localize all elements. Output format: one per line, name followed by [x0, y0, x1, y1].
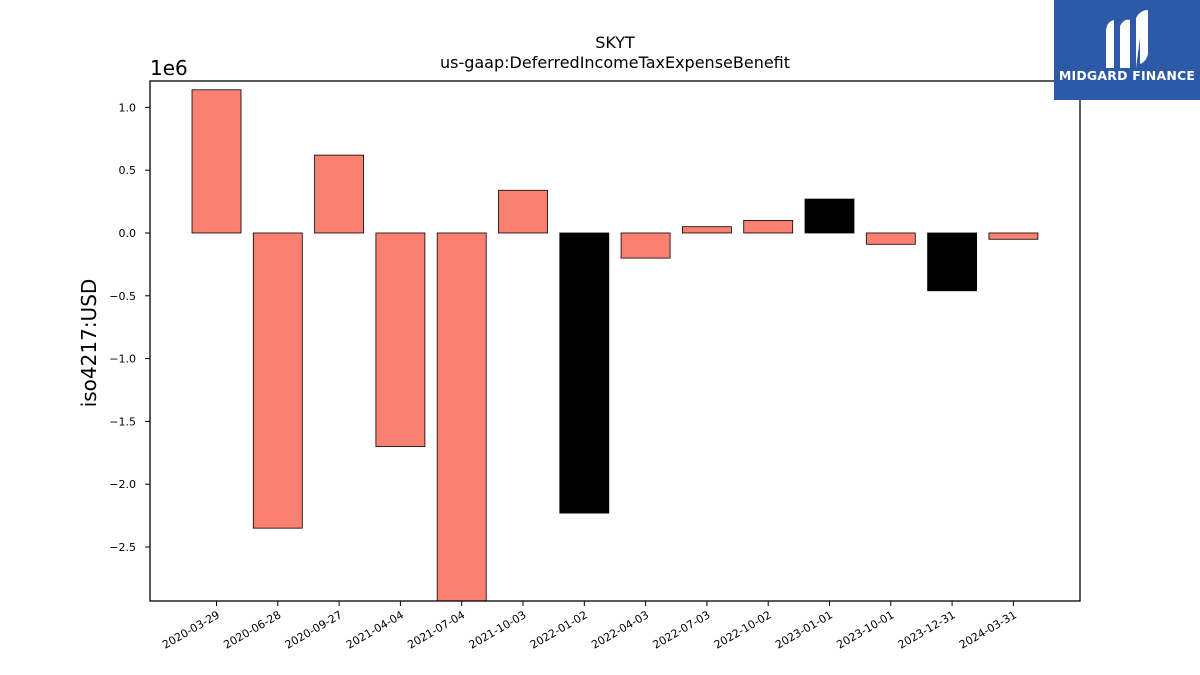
x-tick-label: 2023-01-01 — [773, 608, 835, 651]
bar — [252, 232, 303, 529]
bar — [314, 154, 365, 234]
y-tick-label: −2.5 — [109, 541, 136, 554]
bar — [804, 198, 855, 234]
bar — [743, 220, 794, 234]
chart-subtitle: us-gaap:DeferredIncomeTaxExpenseBenefit — [440, 53, 790, 72]
brand-logo: MIDGARD FINANCE — [1054, 0, 1200, 100]
bar — [559, 232, 610, 514]
x-tick-label: 2021-07-04 — [405, 608, 467, 651]
x-tick-label: 2023-10-01 — [834, 608, 896, 651]
bar — [375, 232, 426, 447]
brand-name: MIDGARD FINANCE — [1058, 68, 1196, 83]
x-tick-label: 2022-10-02 — [712, 608, 774, 651]
bar — [191, 89, 242, 234]
x-tick-label: 2020-09-27 — [283, 608, 345, 651]
y-scale-label: 1e6 — [150, 56, 188, 80]
x-tick-label: 2021-10-03 — [467, 608, 529, 651]
bar — [865, 232, 916, 245]
x-tick-label: 2023-12-31 — [896, 608, 958, 651]
midgard-m-icon — [1106, 10, 1148, 69]
y-tick-label: 0.5 — [119, 164, 137, 177]
y-tick-label: −0.5 — [109, 290, 136, 303]
y-tick-label: 0.0 — [119, 227, 137, 240]
y-axis-label: iso4217:USD — [77, 279, 101, 408]
y-tick-label: −1.5 — [109, 415, 136, 428]
bar — [498, 189, 548, 234]
x-tick-label: 2022-01-02 — [528, 608, 590, 651]
bar — [988, 232, 1039, 240]
chart-title: SKYT — [595, 33, 635, 52]
y-tick-label: −2.0 — [109, 478, 136, 491]
x-tick-label: 2020-06-28 — [221, 608, 283, 651]
axes-frame — [149, 80, 1081, 602]
y-tick-label: 1.0 — [119, 101, 137, 114]
x-tick-label: 2020-03-29 — [160, 608, 222, 651]
x-tick-label: 2024-03-31 — [957, 608, 1019, 651]
y-tick-label: −1.0 — [109, 353, 136, 366]
bar — [436, 232, 487, 602]
bar — [620, 232, 671, 259]
x-tick-label: 2022-04-03 — [589, 608, 651, 651]
x-tick-label: 2022-07-03 — [651, 608, 713, 651]
x-tick-label: 2021-04-04 — [344, 608, 406, 651]
bar — [682, 226, 732, 234]
bar — [927, 232, 977, 292]
